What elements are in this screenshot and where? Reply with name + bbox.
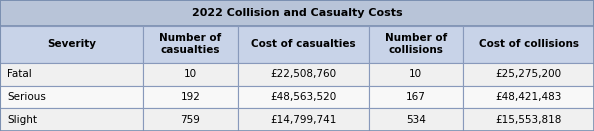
Bar xyxy=(369,26,463,63)
Bar xyxy=(463,63,594,86)
Text: £22,508,760: £22,508,760 xyxy=(270,69,336,79)
Bar xyxy=(0,0,594,26)
Bar xyxy=(143,108,238,131)
Bar xyxy=(463,86,594,108)
Bar xyxy=(143,26,238,63)
Text: Number of
collisions: Number of collisions xyxy=(385,33,447,55)
Bar xyxy=(463,108,594,131)
Text: 10: 10 xyxy=(184,69,197,79)
Text: £14,799,741: £14,799,741 xyxy=(270,115,336,125)
Text: Slight: Slight xyxy=(7,115,37,125)
Bar xyxy=(0,108,143,131)
Text: Fatal: Fatal xyxy=(7,69,32,79)
Text: 534: 534 xyxy=(406,115,426,125)
Bar xyxy=(238,26,369,63)
Bar xyxy=(0,63,143,86)
Bar xyxy=(0,86,143,108)
Text: Cost of collisions: Cost of collisions xyxy=(479,39,579,49)
Bar xyxy=(143,86,238,108)
Bar xyxy=(369,63,463,86)
Text: £48,563,520: £48,563,520 xyxy=(270,92,336,102)
Bar xyxy=(369,108,463,131)
Text: 192: 192 xyxy=(181,92,200,102)
Bar xyxy=(369,86,463,108)
Text: Severity: Severity xyxy=(47,39,96,49)
Text: 10: 10 xyxy=(409,69,422,79)
Text: £48,421,483: £48,421,483 xyxy=(495,92,562,102)
Bar xyxy=(0,26,143,63)
Text: 2022 Collision and Casualty Costs: 2022 Collision and Casualty Costs xyxy=(192,8,402,18)
Bar xyxy=(238,63,369,86)
Text: £25,275,200: £25,275,200 xyxy=(495,69,561,79)
Text: Cost of casualties: Cost of casualties xyxy=(251,39,355,49)
Text: 759: 759 xyxy=(181,115,200,125)
Text: 167: 167 xyxy=(406,92,426,102)
Text: £15,553,818: £15,553,818 xyxy=(495,115,562,125)
Bar xyxy=(238,86,369,108)
Text: Number of
casualties: Number of casualties xyxy=(159,33,222,55)
Bar xyxy=(238,108,369,131)
Bar xyxy=(463,26,594,63)
Bar xyxy=(143,63,238,86)
Text: Serious: Serious xyxy=(7,92,46,102)
